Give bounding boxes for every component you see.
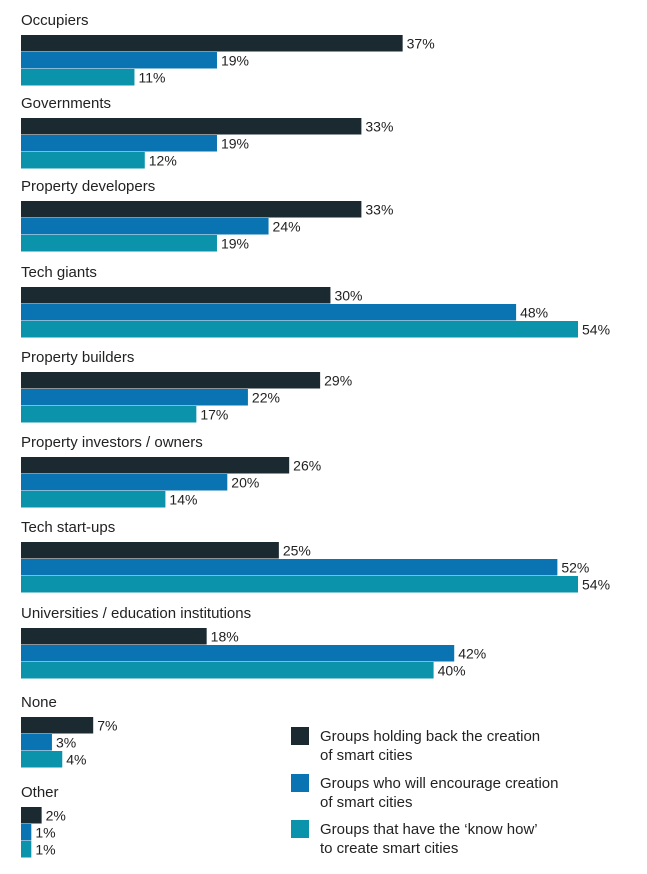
category-label: Tech start-ups: [21, 519, 115, 536]
value-label: 1%: [35, 841, 55, 857]
value-label: 33%: [365, 118, 393, 134]
bar-3: [21, 576, 578, 593]
legend-entry-text: Groups that have the ‘know how’: [320, 821, 538, 838]
bar-3: [21, 406, 197, 423]
legend-entry-text: of smart cities: [320, 747, 413, 764]
value-label: 33%: [365, 201, 393, 217]
bar-2: [21, 645, 455, 662]
category-label: Tech giants: [21, 264, 97, 281]
value-label: 24%: [273, 218, 301, 234]
value-label: 17%: [200, 406, 228, 422]
value-label: 1%: [35, 824, 55, 840]
bar-2: [21, 304, 517, 321]
bar-2: [21, 135, 217, 152]
category-label: Property investors / owners: [21, 434, 203, 451]
value-label: 3%: [56, 734, 76, 750]
value-label: 52%: [561, 559, 589, 575]
bar-1: [21, 542, 279, 559]
value-label: 29%: [324, 372, 352, 388]
bar-2: [21, 218, 269, 235]
category-label: Universities / education institutions: [21, 605, 251, 622]
category-label: Property builders: [21, 349, 134, 366]
bar-2: [21, 559, 558, 576]
value-label: 18%: [211, 628, 239, 644]
bar-3: [21, 841, 32, 858]
bar-1: [21, 287, 331, 304]
bar-3: [21, 235, 217, 252]
bar-2: [21, 52, 217, 69]
value-label: 48%: [520, 304, 548, 320]
bar-1: [21, 457, 290, 474]
category-label: Property developers: [21, 178, 155, 195]
value-label: 37%: [407, 35, 435, 51]
bar-1: [21, 372, 321, 389]
bar-3: [21, 69, 135, 86]
category-label: None: [21, 694, 57, 711]
bar-1: [21, 201, 362, 218]
value-label: 12%: [149, 152, 177, 168]
legend-entry-text: Groups who will encourage creation: [320, 775, 558, 792]
category-label: Occupiers: [21, 12, 89, 29]
value-label: 42%: [458, 645, 486, 661]
legend-swatch: [291, 820, 309, 838]
value-label: 54%: [582, 576, 610, 592]
legend-entry-text: Groups holding back the creation: [320, 728, 540, 745]
value-label: 22%: [252, 389, 280, 405]
bar-1: [21, 118, 362, 135]
value-label: 14%: [169, 491, 197, 507]
legend-swatch: [291, 774, 309, 792]
bar-2: [21, 474, 228, 491]
bar-2: [21, 824, 32, 841]
legend-entry-text: to create smart cities: [320, 840, 458, 857]
value-label: 7%: [97, 717, 117, 733]
value-label: 11%: [138, 69, 165, 85]
value-label: 4%: [66, 751, 86, 767]
value-label: 19%: [221, 235, 249, 251]
legend-entry-text: of smart cities: [320, 794, 413, 811]
bar-3: [21, 751, 63, 768]
value-label: 19%: [221, 135, 249, 151]
value-label: 26%: [293, 457, 321, 473]
category-label: Other: [21, 784, 59, 801]
bar-3: [21, 321, 578, 338]
value-label: 2%: [46, 807, 66, 823]
legend-swatch: [291, 727, 309, 745]
category-label: Governments: [21, 95, 111, 112]
bar-1: [21, 807, 42, 824]
value-label: 20%: [231, 474, 259, 490]
bar-3: [21, 662, 434, 679]
bar-2: [21, 734, 52, 751]
value-label: 25%: [283, 542, 311, 558]
bar-2: [21, 389, 248, 406]
bar-3: [21, 491, 166, 508]
bar-1: [21, 628, 207, 645]
value-label: 54%: [582, 321, 610, 337]
value-label: 19%: [221, 52, 249, 68]
bar-1: [21, 35, 403, 52]
value-label: 30%: [334, 287, 362, 303]
bar-3: [21, 152, 145, 169]
value-label: 40%: [438, 662, 466, 678]
bar-1: [21, 717, 94, 734]
